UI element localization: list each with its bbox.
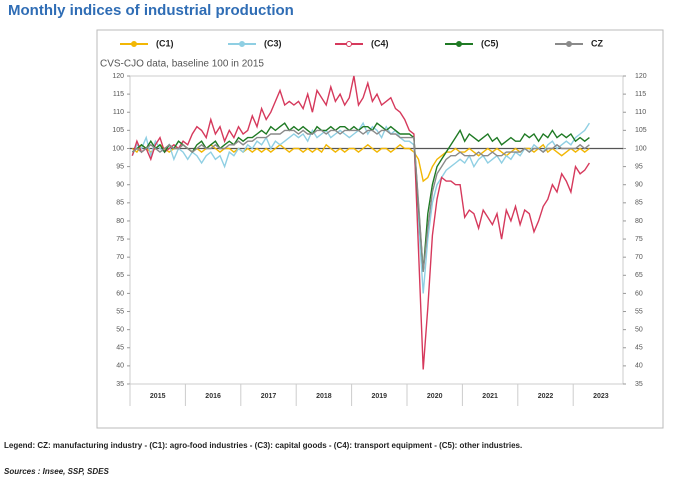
y2-tick-label: 105 bbox=[635, 127, 647, 134]
y-tick-label: 85 bbox=[116, 200, 124, 207]
y2-tick-label: 80 bbox=[635, 218, 643, 225]
y2-tick-label: 85 bbox=[635, 200, 643, 207]
legend-note: Legend: CZ: manufacturing industry - (C1… bbox=[4, 441, 522, 450]
y-tick-label: 65 bbox=[116, 272, 124, 279]
series-line bbox=[131, 129, 590, 272]
legend-label: (C3) bbox=[264, 38, 282, 48]
chart-frame bbox=[96, 29, 664, 429]
y2-tick-label: 95 bbox=[635, 163, 643, 170]
y-tick-label: 95 bbox=[116, 163, 124, 170]
y-tick-label: 45 bbox=[116, 345, 124, 352]
x-tick-label: 2021 bbox=[482, 393, 498, 400]
legend-marker bbox=[456, 41, 462, 47]
y2-tick-label: 115 bbox=[635, 91, 646, 98]
x-tick-label: 2016 bbox=[205, 393, 221, 400]
y-tick-label: 120 bbox=[112, 73, 124, 80]
legend-label: (C5) bbox=[481, 38, 499, 48]
y2-tick-label: 60 bbox=[635, 290, 643, 297]
plot-area bbox=[129, 75, 624, 385]
y-tick-label: 40 bbox=[116, 363, 124, 370]
x-tick-label: 2023 bbox=[593, 393, 609, 400]
x-tick-label: 2019 bbox=[372, 393, 388, 400]
y2-tick-label: 55 bbox=[635, 308, 643, 315]
legend-label: CZ bbox=[591, 38, 603, 48]
y-tick-label: 105 bbox=[112, 127, 124, 134]
y-tick-label: 60 bbox=[116, 290, 124, 297]
y2-tick-label: 100 bbox=[635, 145, 647, 152]
series-line bbox=[131, 121, 590, 294]
y-tick-label: 55 bbox=[116, 308, 124, 315]
source: Sources : Insee, SSP, SDES bbox=[4, 467, 109, 476]
y-tick-label: 35 bbox=[116, 381, 124, 388]
y-tick-label: 100 bbox=[112, 145, 124, 152]
y2-tick-label: 65 bbox=[635, 272, 643, 279]
x-tick-label: 2018 bbox=[316, 393, 332, 400]
chart-title: Monthly indices of industrial production bbox=[8, 2, 294, 19]
y2-tick-label: 40 bbox=[635, 363, 643, 370]
series-line bbox=[131, 75, 590, 370]
x-tick-label: 2017 bbox=[261, 393, 277, 400]
legend-marker bbox=[346, 41, 352, 47]
y2-tick-label: 35 bbox=[635, 381, 643, 388]
chart-subtitle: CVS-CJO data, baseline 100 in 2015 bbox=[100, 59, 264, 70]
y2-tick-label: 50 bbox=[635, 326, 643, 333]
series-line bbox=[131, 122, 590, 272]
y-tick-label: 50 bbox=[116, 326, 124, 333]
y-tick-label: 110 bbox=[113, 109, 124, 116]
y-tick-label: 115 bbox=[113, 91, 124, 98]
x-tick-label: 2022 bbox=[538, 393, 554, 400]
y2-tick-label: 110 bbox=[635, 109, 646, 116]
legend-marker bbox=[566, 41, 572, 47]
legend-label: (C4) bbox=[371, 38, 389, 48]
legend-marker bbox=[239, 41, 245, 47]
legend-marker bbox=[131, 41, 137, 47]
y-tick-label: 75 bbox=[116, 236, 124, 243]
y2-tick-label: 90 bbox=[635, 182, 643, 189]
y2-tick-label: 45 bbox=[635, 345, 643, 352]
y-tick-label: 70 bbox=[116, 254, 124, 261]
legend-label: (C1) bbox=[156, 38, 174, 48]
y-tick-label: 90 bbox=[116, 182, 124, 189]
y2-tick-label: 120 bbox=[635, 73, 647, 80]
x-tick-label: 2015 bbox=[150, 393, 166, 400]
x-tick-label: 2020 bbox=[427, 393, 443, 400]
y-tick-label: 80 bbox=[116, 218, 124, 225]
y2-tick-label: 70 bbox=[635, 254, 643, 261]
y2-tick-label: 75 bbox=[635, 236, 643, 243]
